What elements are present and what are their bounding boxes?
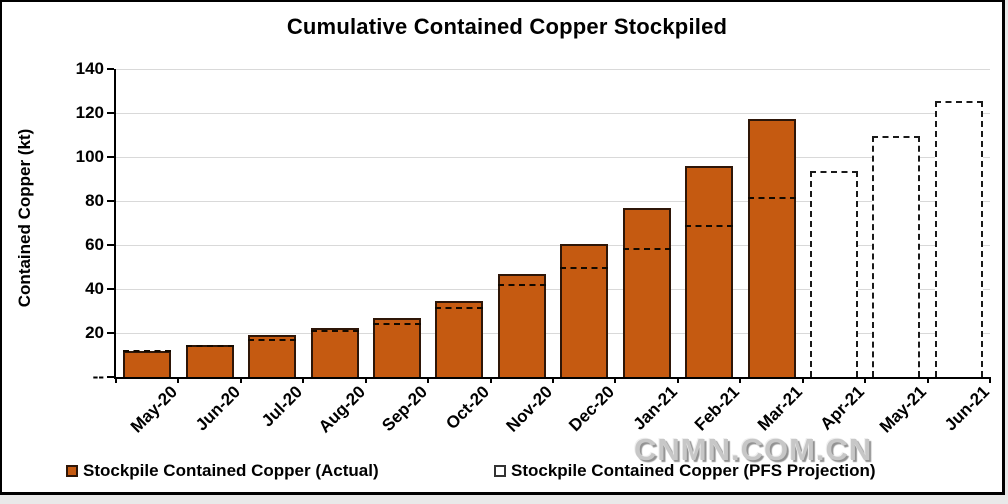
y-tick-label: 20 [85,323,104,342]
bar-actual-Jun-20 [185,345,234,377]
x-axis-tick [552,377,554,383]
x-axis-tick [864,377,867,383]
chart-frame: Cumulative Contained Copper Stockpiled C… [0,0,1005,495]
x-axis-tick [239,377,242,383]
y-axis-tick [107,332,114,334]
x-axis-tick [801,377,804,383]
y-axis-tick [107,112,114,114]
y-tick-label: 60 [85,235,104,254]
y-axis-tick [107,156,114,158]
x-axis-tick [177,377,180,383]
bar-projection-Apr-21 [809,171,858,377]
bar-actual-Mar-21 [747,118,796,377]
legend-item-projection: Stockpile Contained Copper (PFS Projecti… [494,461,876,480]
bar-actual-Jan-21 [622,207,671,377]
x-tick-label: May-20 [127,382,182,437]
x-axis-tick [926,377,929,383]
bar-actual-Jul-20 [248,335,297,377]
watermark: CNMN.COM.CN [634,432,873,467]
gridline-100 [116,156,990,158]
x-tick-label: Jul-20 [257,382,307,431]
gridline-140 [116,68,990,70]
y-axis-tick [107,68,114,70]
legend-actual-square-icon [66,465,78,477]
x-tick-label: Oct-20 [442,382,494,434]
projection-line-Jul-20 [248,338,297,341]
projection-line-Nov-20 [497,283,546,286]
y-axis-tick [107,200,114,202]
y-axis-tick [107,376,114,378]
x-axis-tick [614,377,617,383]
chart-title: Cumulative Contained Copper Stockpiled [286,14,728,39]
x-tick-label: Jun-21 [940,382,993,435]
x-tick-label: Nov-20 [502,382,556,436]
y-tick-label: 140 [75,59,104,78]
projection-line-Mar-21 [747,196,796,199]
projection-line-Oct-20 [435,306,484,309]
projection-line-Dec-20 [560,267,609,270]
bar-projection-May-21 [872,136,921,377]
x-tick-label: Jun-20 [191,382,244,435]
projection-line-May-20 [123,349,172,352]
legend-item-actual: Stockpile Contained Copper (Actual) [66,461,379,480]
gridline-20 [116,332,990,334]
projection-line-Sep-20 [372,323,421,326]
legend-projection-dashed-square-icon [494,465,506,477]
x-axis-tick [115,377,117,383]
legend-label-actual: Stockpile Contained Copper (Actual) [83,461,379,480]
projection-line-Feb-21 [685,225,734,228]
bar-actual-Aug-20 [310,327,359,377]
x-tick-label: Dec-20 [565,382,619,436]
projection-line-Jun-20 [185,345,234,348]
bar-actual-Feb-21 [685,165,734,377]
x-axis-tick [989,377,991,383]
x-axis-tick [739,377,742,383]
legend-label-projection: Stockpile Contained Copper (PFS Projecti… [511,461,876,480]
projection-line-Jan-21 [622,248,671,251]
plot-area [107,68,991,383]
gridline-80 [116,200,990,202]
gridline-120 [116,112,990,114]
x-tick-label: Sep-20 [378,382,431,436]
bar-actual-Nov-20 [497,273,546,377]
x-axis-tick [302,377,305,383]
bar-projection-Jun-21 [934,100,983,377]
y-tick-label: 40 [85,279,104,298]
gridline-40 [116,288,990,290]
bar-actual-Dec-20 [560,243,609,377]
x-axis-tick [427,377,430,383]
x-axis-tick [676,377,679,383]
bar-actual-Sep-20 [372,317,421,377]
y-axis-tick [107,288,114,290]
y-tick-label: 100 [75,147,104,166]
y-tick-label: 120 [75,103,104,122]
x-axis-tick [489,377,492,383]
y-tick-label: 80 [85,191,104,210]
bar-actual-May-20 [123,350,172,377]
bar-actual-Oct-20 [435,301,484,377]
gridline-60 [116,244,990,246]
x-tick-label: Aug-20 [314,382,369,437]
projection-line-Aug-20 [310,329,359,332]
y-axis-tick [107,244,114,246]
y-tick-label: -- [92,367,104,386]
x-axis-tick [364,377,367,383]
